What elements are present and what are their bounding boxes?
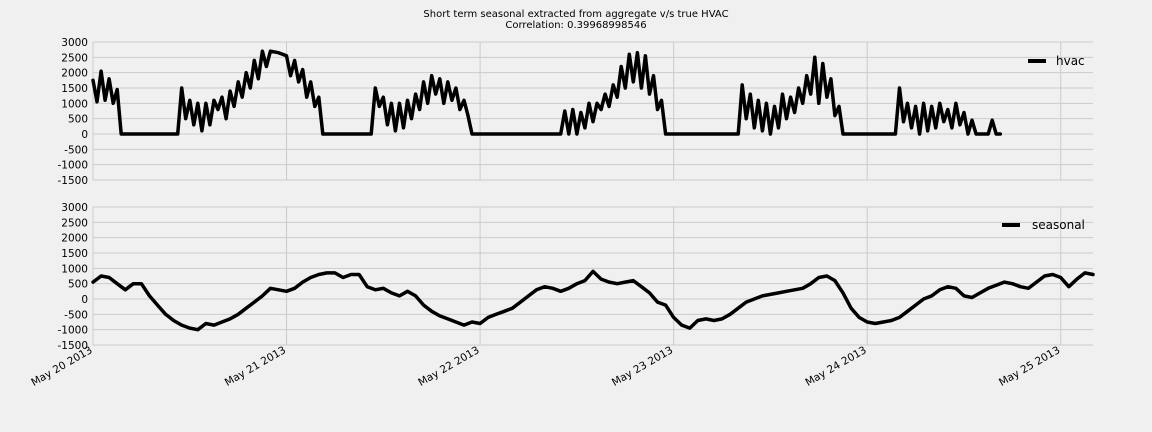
seasonal-y-tick-label: 3000 bbox=[61, 202, 88, 214]
chart-subtitle: Correlation: 0.39968998546 bbox=[505, 20, 646, 31]
x-tick-label: May 23 2013 bbox=[610, 344, 675, 389]
seasonal-y-tick-labels: 3000 2500 2000 1500 1000 500 0 -500 -1000 -1500 bbox=[57, 202, 88, 352]
hvac-y-tick-label: 0 bbox=[81, 129, 88, 141]
seasonal-y-tick-label: -500 bbox=[64, 309, 88, 321]
seasonal-y-tick-label: 1000 bbox=[61, 263, 88, 275]
seasonal-y-tick-label: 2000 bbox=[61, 233, 88, 245]
seasonal-y-tick-label: 1500 bbox=[61, 248, 88, 260]
x-tick-label: May 22 2013 bbox=[416, 344, 481, 389]
hvac-y-tick-label: -1500 bbox=[57, 175, 88, 187]
hvac-y-tick-label: 1000 bbox=[61, 98, 88, 110]
hvac-y-tick-label: -500 bbox=[64, 144, 88, 156]
chart-title: Short term seasonal extracted from aggre… bbox=[423, 9, 728, 20]
seasonal-legend-label: seasonal bbox=[1032, 218, 1085, 232]
hvac-subplot: 3000 2500 2000 1500 1000 500 0 -500 -1000 -1500 h… bbox=[57, 37, 1093, 187]
hvac-legend-label: hvac bbox=[1056, 54, 1085, 68]
seasonal-y-tick-label: 500 bbox=[68, 279, 88, 291]
seasonal-subplot: 3000 2500 2000 1500 1000 500 0 -500 -1000 -1500 s… bbox=[57, 202, 1095, 352]
hvac-y-tick-label: 2000 bbox=[61, 68, 88, 80]
x-tick-label: May 25 2013 bbox=[997, 344, 1062, 389]
seasonal-grid bbox=[92, 206, 1093, 346]
seasonal-y-tick-label: -1000 bbox=[57, 325, 88, 337]
seasonal-y-tick-label: 2500 bbox=[61, 217, 88, 229]
x-tick-label: May 21 2013 bbox=[223, 344, 288, 389]
hvac-y-tick-label: -1000 bbox=[57, 160, 88, 172]
seasonal-y-tick-label: 0 bbox=[81, 294, 88, 306]
hvac-y-tick-label: 500 bbox=[68, 114, 88, 126]
hvac-y-tick-labels: 3000 2500 2000 1500 1000 500 0 -500 -1000 -1500 bbox=[57, 37, 88, 187]
hvac-y-tick-label: 3000 bbox=[61, 37, 88, 49]
hvac-legend: hvac bbox=[1028, 54, 1085, 68]
x-tick-label: May 24 2013 bbox=[803, 344, 868, 389]
seasonal-legend: seasonal bbox=[1002, 218, 1085, 232]
hvac-series-line bbox=[91, 49, 1003, 136]
hvac-y-tick-label: 2500 bbox=[61, 52, 88, 64]
hvac-y-tick-label: 1500 bbox=[61, 83, 88, 95]
seasonal-series-line bbox=[91, 269, 1095, 332]
seasonal-y-tick-label: -1500 bbox=[57, 340, 88, 352]
x-tick-labels: May 20 2013 May 21 2013 May 22 2013 May 23 … bbox=[29, 344, 1062, 389]
